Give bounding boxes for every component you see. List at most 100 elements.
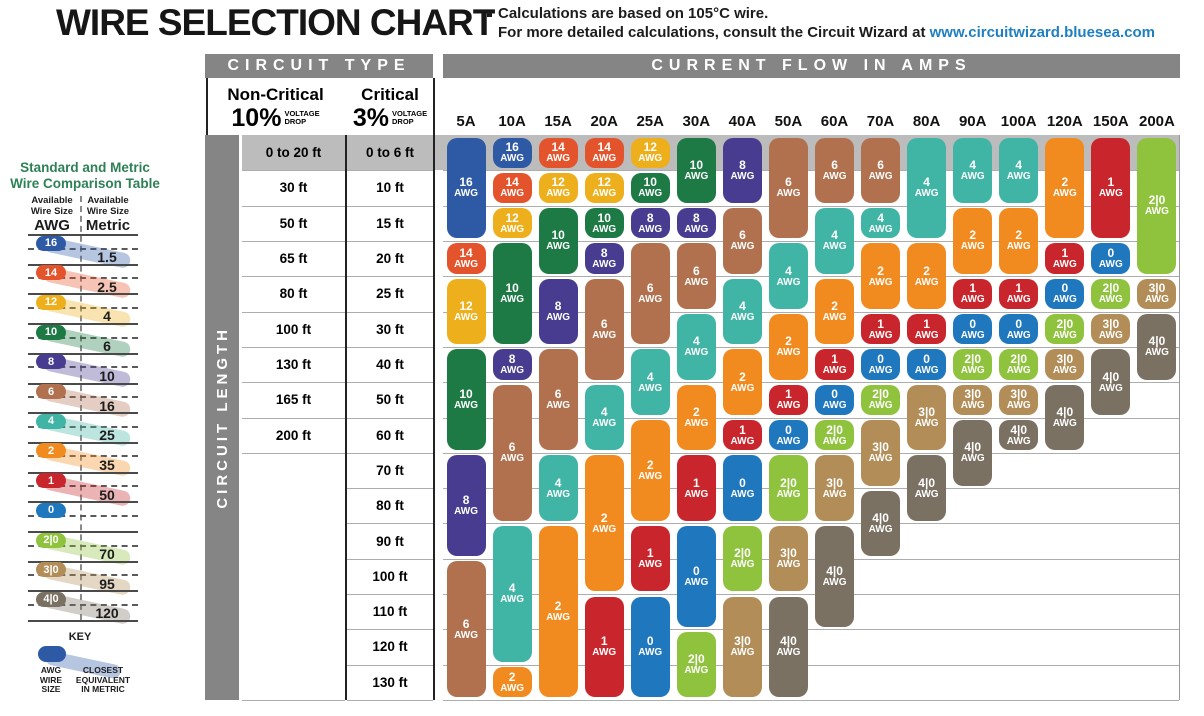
gridline — [443, 629, 1179, 631]
gridline — [443, 488, 1179, 490]
length-critical-2: 10 ft — [376, 180, 404, 196]
sidebar-row-dash — [28, 603, 138, 606]
length-noncritical-6: 100 ft — [275, 321, 312, 337]
wire-pill-150A-400awg: 4|0 AWG — [1091, 349, 1131, 415]
sidebar-awg-pill-2: 2 — [36, 443, 66, 459]
wire-pill-30A-2awg: 2 AWG — [676, 384, 716, 451]
amp-header-150A: 150A — [1092, 112, 1129, 130]
page-title: WIRE SELECTION CHART — [56, 2, 495, 43]
amp-header-120A: 120A — [1046, 112, 1083, 130]
wire-pill-25A-4awg: 4 AWG — [630, 349, 670, 415]
wire-pill-5A-10awg: 10 AWG — [446, 349, 486, 451]
wire-pill-10A-10awg: 10 AWG — [492, 243, 532, 345]
gridline — [242, 382, 345, 384]
wire-pill-30A-8awg: 8 AWG — [676, 208, 716, 239]
sidebar-row-dash — [28, 277, 138, 280]
gridline — [242, 452, 345, 454]
wire-pill-80A-4awg: 4 AWG — [907, 137, 947, 239]
sidebar-metric-70: 70 — [99, 546, 115, 562]
sidebar-row-line — [28, 412, 138, 415]
length-noncritical-4: 65 ft — [279, 251, 308, 267]
wire-pill-30A-0awg: 0 AWG — [676, 525, 716, 627]
sidebar-awg-unit: AWG — [34, 217, 70, 234]
gridline — [443, 205, 1179, 207]
wire-pill-30A-10awg: 10 AWG — [676, 137, 716, 204]
sidebar-row-dash — [28, 396, 138, 398]
sidebar-metric-35: 35 — [99, 456, 115, 473]
gridline — [347, 205, 433, 207]
amp-header-80A: 80A — [912, 112, 941, 130]
sidebar-row-line — [28, 234, 138, 236]
wire-pill-20A-14awg: 14 AWG — [584, 137, 624, 168]
wire-pill-70A-200awg: 2|0 AWG — [861, 384, 901, 415]
current-flow-header-bar: CURRENT FLOW IN AMPS — [443, 54, 1180, 78]
gridline — [443, 594, 1179, 595]
circuit-length-strip: CIRCUIT LENGTH — [205, 135, 239, 700]
sidebar-row-dash — [28, 425, 138, 428]
sidebar-bottom-line — [28, 620, 138, 622]
length-critical-8: 50 ft — [376, 392, 404, 408]
wire-pill-100A-200awg: 2|0 AWG — [999, 349, 1039, 380]
wire-pill-200A-200awg: 2|0 AWG — [1137, 137, 1177, 274]
wire-pill-100A-0awg: 0 AWG — [999, 314, 1039, 345]
wire-pill-30A-6awg: 6 AWG — [676, 243, 716, 309]
length-noncritical-5: 80 ft — [279, 286, 308, 302]
wire-pill-20A-1awg: 1 AWG — [584, 596, 624, 698]
wire-pill-60A-200awg: 2|0 AWG — [815, 420, 855, 451]
chart-right-border — [1179, 135, 1180, 700]
wire-pill-120A-400awg: 4|0 AWG — [1045, 384, 1085, 451]
sidebar-left-header: Available Wire Size — [30, 195, 74, 217]
wire-pill-40A-4awg: 4 AWG — [722, 278, 762, 345]
non-critical-voltage-drop: VOLTAGE DROP — [284, 109, 320, 126]
length-critical-10: 70 ft — [376, 462, 404, 478]
wire-pill-150A-0awg: 0 AWG — [1091, 243, 1131, 274]
sidebar-awg-pill-10: 10 — [36, 324, 66, 340]
length-critical-9: 60 ft — [376, 427, 404, 443]
circuit-wizard-link[interactable]: www.circuitwizard.bluesea.com — [929, 24, 1155, 41]
wire-pill-60A-1awg: 1 AWG — [815, 349, 855, 380]
gridline — [443, 700, 1179, 701]
wire-pill-25A-8awg: 8 AWG — [630, 208, 670, 239]
critical-voltage-drop: VOLTAGE DROP — [392, 109, 428, 126]
gridline — [242, 170, 345, 172]
column-divider — [345, 135, 347, 700]
sidebar-metric-1.5: 1.5 — [97, 249, 117, 265]
sidebar-metric-unit: Metric — [85, 217, 131, 234]
wire-pill-50A-6awg: 6 AWG — [768, 137, 808, 239]
wire-pill-50A-200awg: 2|0 AWG — [768, 455, 808, 521]
wire-pill-15A-10awg: 10 AWG — [538, 208, 578, 274]
gridline — [242, 311, 345, 313]
gridline — [347, 700, 433, 701]
gridline — [347, 382, 433, 384]
wire-pill-80A-400awg: 4|0 AWG — [907, 455, 947, 521]
sidebar-row-dash — [28, 574, 138, 577]
wire-pill-25A-6awg: 6 AWG — [630, 243, 670, 345]
gridline — [347, 452, 433, 454]
gridline — [242, 240, 345, 242]
wire-pill-100A-300awg: 3|0 AWG — [999, 384, 1039, 415]
non-critical-header-cell: Non-Critical 10% VOLTAGE DROP — [206, 78, 345, 135]
wire-pill-50A-2awg: 2 AWG — [768, 314, 808, 380]
length-critical-6: 30 ft — [376, 321, 404, 337]
gridline — [347, 311, 433, 313]
sidebar-metric-95: 95 — [99, 575, 115, 592]
length-critical-5: 25 ft — [376, 286, 404, 302]
header-notes: Calculations are based on 105°C wire. Fo… — [498, 4, 1155, 42]
sidebar-row-line — [28, 382, 138, 385]
length-noncritical-3: 50 ft — [279, 215, 308, 231]
gridline — [443, 346, 1179, 348]
length-critical-13: 100 ft — [372, 568, 408, 584]
key-awg-pill — [38, 646, 66, 662]
wire-pill-200A-300awg: 3|0 AWG — [1137, 278, 1177, 309]
sidebar-metric-10: 10 — [99, 367, 115, 384]
sidebar-title: Standard and Metric Wire Comparison Tabl… — [10, 160, 160, 191]
wire-pill-40A-1awg: 1 AWG — [722, 420, 762, 451]
gridline — [242, 276, 345, 278]
gridline — [347, 594, 433, 595]
critical-pct: 3% — [352, 104, 389, 132]
amp-header-40A: 40A — [728, 112, 757, 130]
key-title: KEY — [68, 631, 92, 643]
gridline — [347, 629, 433, 631]
sidebar-row-line — [28, 441, 138, 444]
